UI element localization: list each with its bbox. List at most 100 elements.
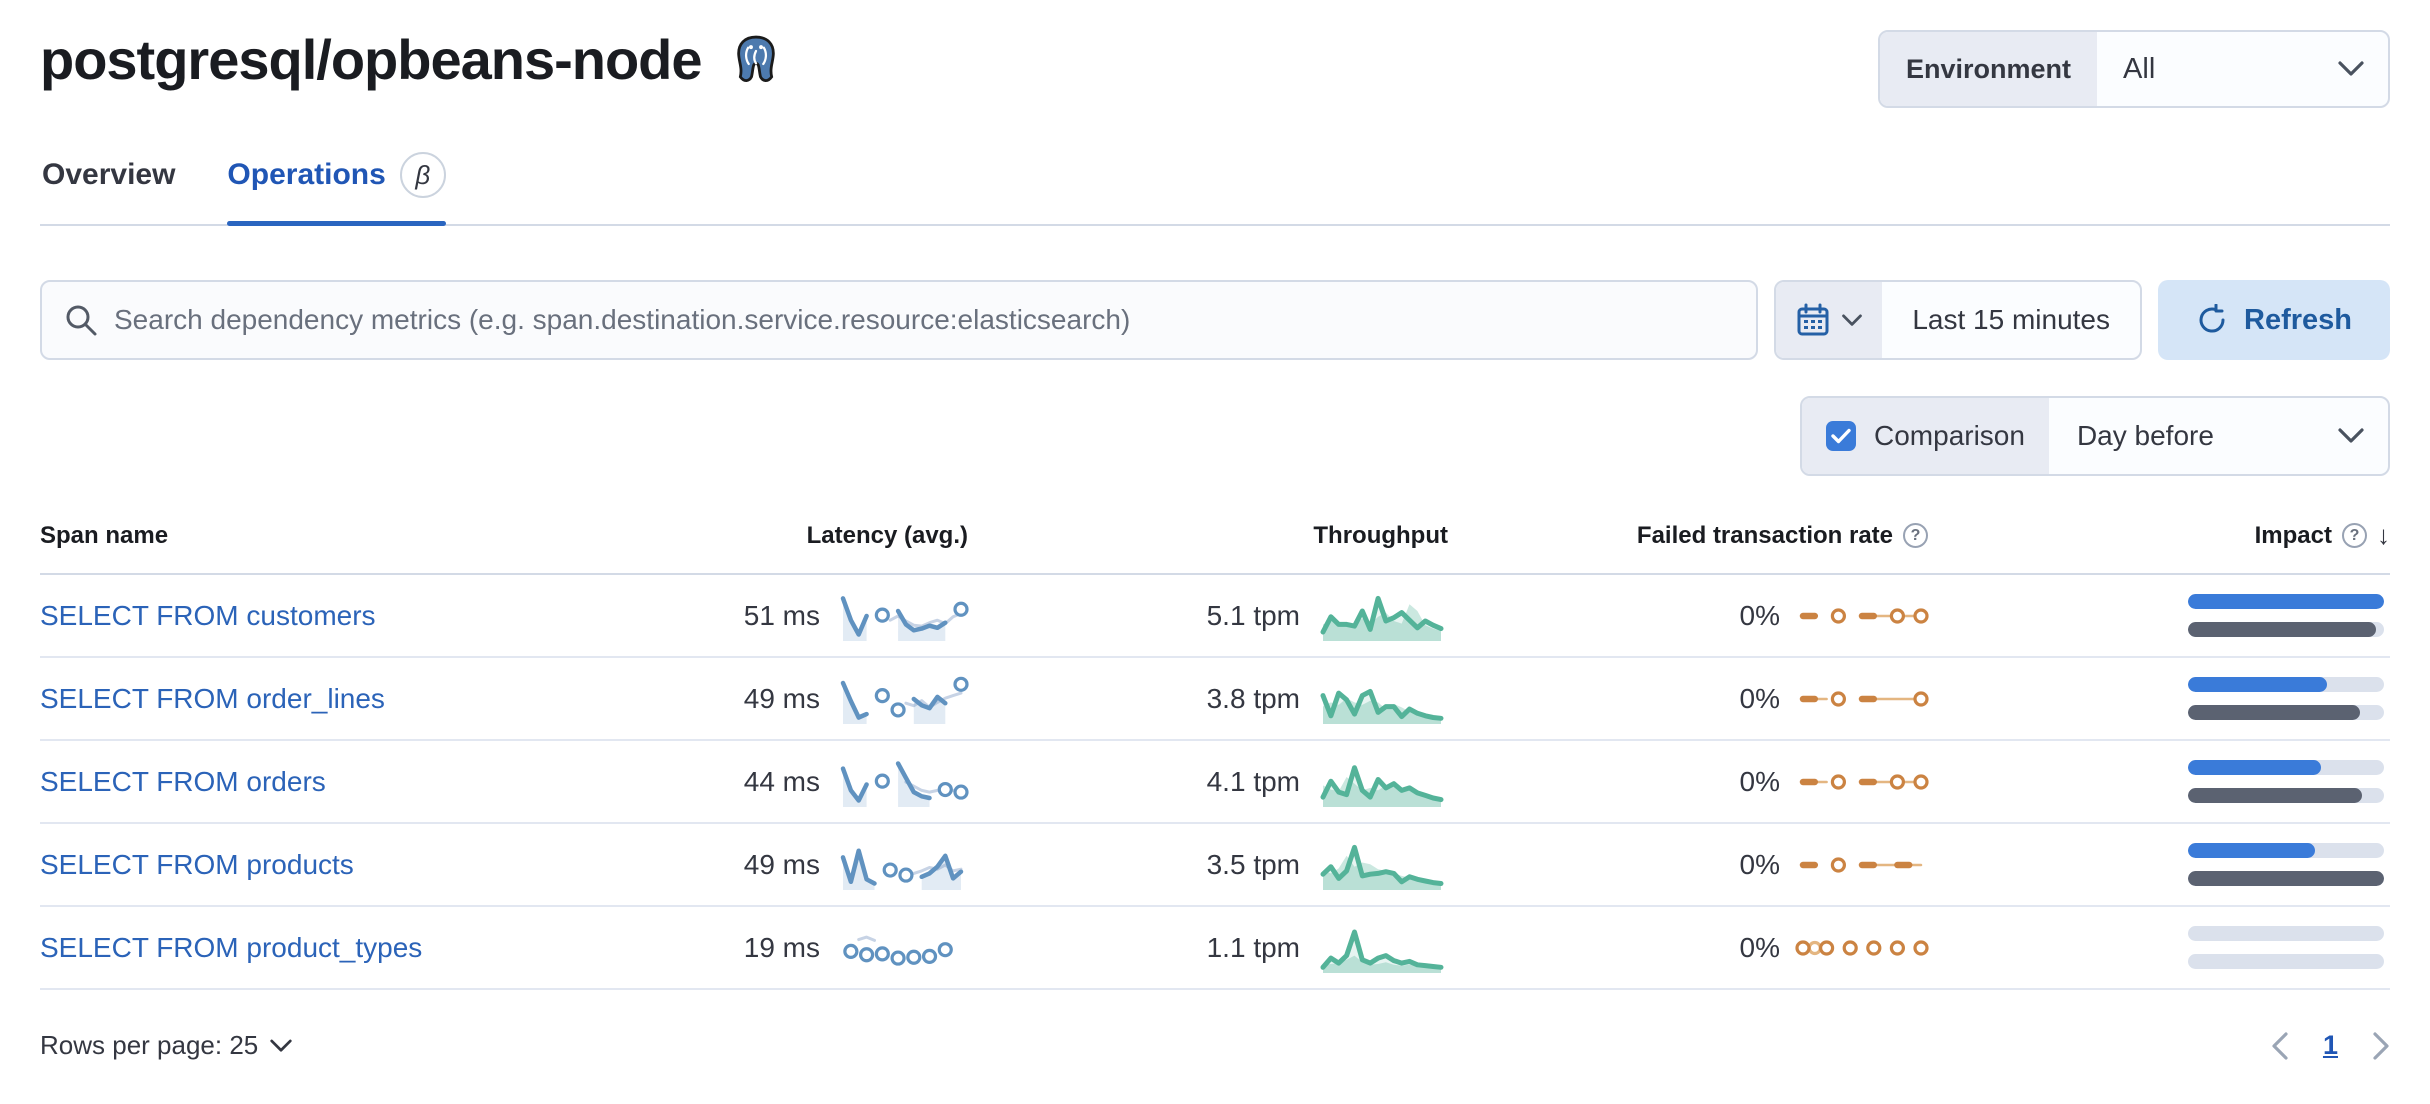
comparison-toggle: Comparison xyxy=(1802,398,2049,474)
chevron-left-icon[interactable] xyxy=(2271,1031,2289,1060)
impact-bar-current xyxy=(2188,926,2384,941)
tab-overview[interactable]: Overview xyxy=(42,152,175,224)
rows-per-page-button[interactable]: Rows per page: 25 xyxy=(40,1030,292,1061)
impact-bar-previous xyxy=(2188,788,2384,803)
pagination: 1 xyxy=(2271,1030,2390,1061)
latency-cell: 19 ms xyxy=(548,920,968,976)
page-number-1[interactable]: 1 xyxy=(2322,1030,2338,1060)
impact-cell xyxy=(1928,926,2390,969)
impact-bar-previous xyxy=(2188,871,2384,886)
tab-bar: Overview Operations β xyxy=(40,152,2390,226)
latency-value: 49 ms xyxy=(743,848,820,880)
throughput-sparkline xyxy=(1320,929,1444,973)
search-box xyxy=(40,280,1759,360)
span-name-link[interactable]: SELECT FROM product_types xyxy=(40,931,423,963)
search-input[interactable] xyxy=(114,304,1735,336)
failed-rate-sparkline xyxy=(1795,939,1929,956)
impact-bar-current xyxy=(2188,760,2384,775)
failed-rate-value: 0% xyxy=(1739,848,1780,880)
column-header-latency[interactable]: Latency (avg.) xyxy=(806,521,968,549)
comparison-value: Day before xyxy=(2076,420,2214,451)
latency-sparkline xyxy=(840,595,969,641)
table-row: SELECT FROM products 49 ms 3.5 tpm 0% xyxy=(40,824,2390,907)
environment-value: All xyxy=(2123,52,2156,85)
span-name-link[interactable]: SELECT FROM orders xyxy=(40,765,326,797)
latency-cell: 51 ms xyxy=(548,588,969,644)
calendar-icon xyxy=(1797,303,1829,336)
chevron-down-icon xyxy=(2338,61,2364,76)
tab-overview-label: Overview xyxy=(42,158,176,191)
help-icon: ? xyxy=(2342,523,2367,548)
throughput-value: 3.8 tpm xyxy=(1206,682,1300,714)
throughput-cell: 5.1 tpm xyxy=(968,588,1448,644)
environment-select[interactable]: All xyxy=(2097,32,2388,106)
impact-bars xyxy=(2188,594,2384,637)
span-name-link[interactable]: SELECT FROM customers xyxy=(40,599,376,631)
refresh-label: Refresh xyxy=(2244,303,2352,336)
throughput-cell: 4.1 tpm xyxy=(968,754,1448,810)
comparison-control: Comparison Day before xyxy=(1800,396,2390,476)
latency-value: 19 ms xyxy=(743,931,820,963)
impact-bar-previous xyxy=(2188,622,2384,637)
failed-rate-value: 0% xyxy=(1739,599,1780,631)
time-range-button[interactable]: Last 15 minutes xyxy=(1882,282,2140,358)
span-name-link[interactable]: SELECT FROM products xyxy=(40,848,354,880)
throughput-value: 1.1 tpm xyxy=(1206,931,1300,963)
failed-rate-cell: 0% xyxy=(1448,765,1929,799)
rows-per-page-label: Rows per page: 25 xyxy=(40,1030,259,1060)
comparison-label: Comparison xyxy=(1874,420,2025,451)
environment-label: Environment xyxy=(1880,32,2098,106)
column-header-failed-rate[interactable]: Failed transaction rate ? xyxy=(1448,522,1928,550)
impact-bar-current xyxy=(2188,677,2384,692)
latency-sparkline xyxy=(840,847,964,890)
failed-rate-value: 0% xyxy=(1739,931,1780,963)
throughput-cell: 1.1 tpm xyxy=(968,920,1448,976)
chevron-down-icon xyxy=(2338,428,2364,443)
date-quick-select-button[interactable] xyxy=(1776,282,1883,358)
latency-cell: 49 ms xyxy=(548,671,969,727)
sort-desc-icon: ↓ xyxy=(2377,520,2390,550)
latency-cell: 44 ms xyxy=(548,754,969,810)
page-title: postgresql/opbeans-node xyxy=(40,28,702,91)
refresh-icon xyxy=(2199,304,2225,333)
search-icon xyxy=(66,305,97,336)
throughput-value: 3.5 tpm xyxy=(1206,848,1300,880)
table-header: Span name Latency (avg.) Throughput Fail… xyxy=(40,520,2390,575)
impact-bars xyxy=(2188,926,2384,969)
throughput-cell: 3.8 tpm xyxy=(968,671,1448,727)
column-header-throughput[interactable]: Throughput xyxy=(1313,521,1448,549)
latency-sparkline xyxy=(843,935,953,966)
comparison-checkbox[interactable] xyxy=(1826,421,1856,451)
refresh-button[interactable]: Refresh xyxy=(2158,280,2390,360)
chevron-down-icon xyxy=(1842,314,1863,326)
chevron-down-icon xyxy=(270,1039,292,1052)
column-header-span-name: Span name xyxy=(40,521,169,549)
date-picker: Last 15 minutes xyxy=(1774,280,2142,360)
environment-filter: Environment All xyxy=(1878,30,2390,108)
failed-rate-sparkline xyxy=(1799,607,1929,624)
comparison-row: Comparison Day before xyxy=(40,396,2390,476)
table-row: SELECT FROM customers 51 ms 5.1 tpm 0% xyxy=(40,575,2390,658)
impact-cell xyxy=(1928,594,2390,637)
comparison-select[interactable]: Day before xyxy=(2049,398,2388,474)
table-body: SELECT FROM customers 51 ms 5.1 tpm 0% xyxy=(40,575,2390,990)
span-name-link[interactable]: SELECT FROM order_lines xyxy=(40,682,385,714)
beta-badge: β xyxy=(399,152,446,198)
time-range-label: Last 15 minutes xyxy=(1912,304,2110,335)
impact-bar-current xyxy=(2188,594,2384,609)
failed-rate-sparkline xyxy=(1799,856,1923,873)
impact-cell xyxy=(1928,760,2390,803)
impact-cell xyxy=(1928,677,2390,720)
help-icon: ? xyxy=(1903,523,1928,548)
failed-rate-cell: 0% xyxy=(1448,931,1929,965)
table-row: SELECT FROM order_lines 49 ms 3.8 tpm 0% xyxy=(40,658,2390,741)
tab-operations-label: Operations xyxy=(227,158,386,191)
chevron-right-icon[interactable] xyxy=(2372,1031,2390,1060)
column-header-impact[interactable]: Impact ? ↓ xyxy=(2254,520,2390,550)
impact-bars xyxy=(2188,843,2384,886)
throughput-sparkline xyxy=(1320,688,1444,724)
throughput-sparkline xyxy=(1320,844,1444,890)
throughput-sparkline xyxy=(1320,764,1444,807)
tab-operations[interactable]: Operations β xyxy=(227,152,447,226)
